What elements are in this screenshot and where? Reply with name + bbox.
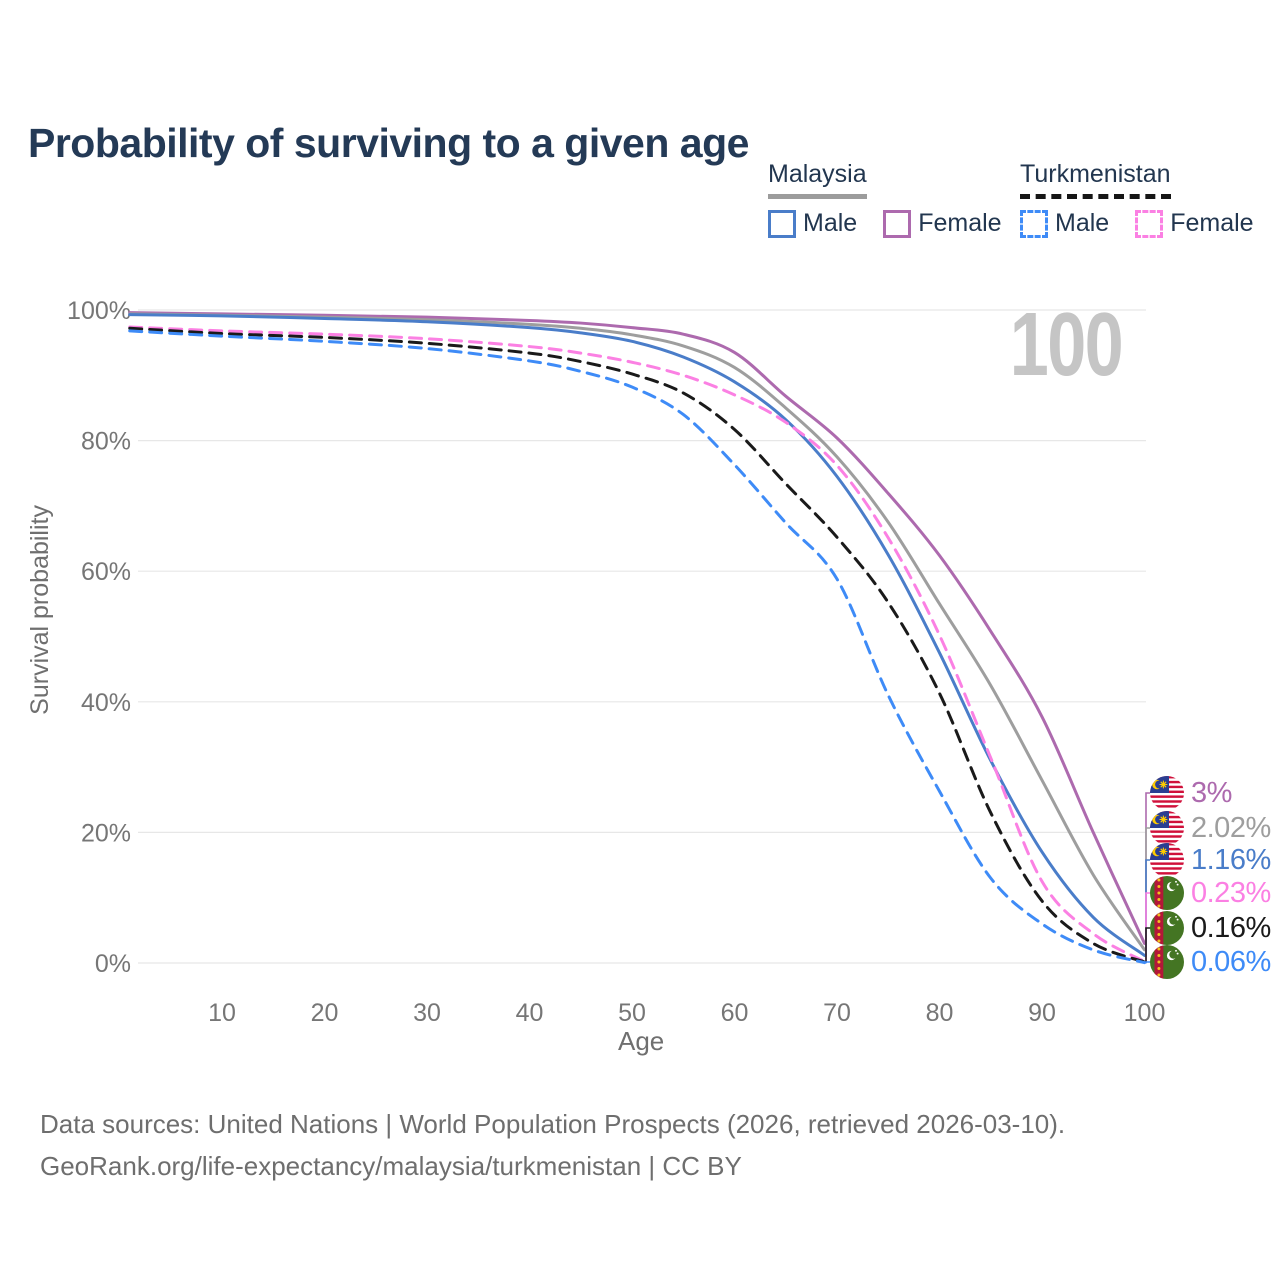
x-tick-label: 60 (721, 999, 749, 1027)
malaysia-female-checkbox[interactable] (883, 209, 912, 238)
end-connector-turkmenistan-male (1144, 961, 1151, 964)
legend-label: Female (918, 209, 1002, 237)
x-tick-label: 30 (413, 999, 441, 1027)
turkmenistan-flag-icon (1150, 945, 1184, 979)
curve-malaysia-female (128, 311, 1146, 945)
legend-item-malaysia-male[interactable]: Male (768, 209, 857, 238)
y-tick-label: 40% (81, 689, 131, 717)
curve-turkmenistan-male (128, 329, 1146, 965)
end-label-turkmenistan-male: 0.06% (1150, 945, 1271, 979)
y-tick-label: 80% (81, 428, 131, 456)
x-tick-label: 50 (618, 999, 646, 1027)
end-value-label: 1.16% (1191, 843, 1271, 876)
legend-group-malaysia: Malaysia Male Female (768, 160, 1002, 238)
legend-item-malaysia-female[interactable]: Female (883, 209, 1002, 238)
y-tick-label: 0% (95, 950, 131, 978)
legend-label: Male (803, 209, 858, 237)
x-tick-label: 20 (311, 999, 339, 1027)
turkmenistan-flag-icon (1150, 876, 1184, 910)
end-label-malaysia-all: 2.02% (1150, 811, 1271, 845)
y-tick-label: 100% (67, 297, 131, 325)
end-label-malaysia-female: 3% (1150, 776, 1232, 810)
legend-country-malaysia[interactable]: Malaysia (768, 160, 867, 199)
legend-item-turkmenistan-female[interactable]: Female (1135, 209, 1254, 238)
malaysia-flag-icon (1150, 811, 1184, 845)
turkmenistan-male-checkbox[interactable] (1020, 209, 1048, 238)
x-tick-label: 10 (208, 999, 236, 1027)
curve-malaysia-all (128, 312, 1146, 952)
turkmenistan-female-checkbox[interactable] (1135, 209, 1164, 238)
end-value-label: 2.02% (1191, 811, 1271, 844)
y-tick-label: 60% (81, 558, 131, 586)
legend-group-turkmenistan: Turkmenistan Male Female (1020, 160, 1254, 238)
x-tick-label: 40 (516, 999, 544, 1027)
end-value-label: 0.06% (1191, 945, 1271, 978)
end-label-turkmenistan-all: 0.16% (1150, 911, 1271, 945)
footer-line-1: Data sources: United Nations | World Pop… (40, 1109, 1066, 1139)
x-tick-label: 70 (823, 999, 851, 1027)
x-tick-label: 90 (1028, 999, 1056, 1027)
x-axis-title: Age (618, 1026, 665, 1056)
legend-label: Female (1170, 209, 1254, 237)
malaysia-flag-icon (1150, 776, 1184, 810)
y-tick-label: 20% (81, 819, 131, 847)
end-value-label: 0.23% (1191, 876, 1271, 909)
end-label-malaysia-male: 1.16% (1150, 843, 1271, 877)
malaysia-male-checkbox[interactable] (768, 209, 796, 238)
age-counter-watermark: 100 (1009, 295, 1124, 395)
legend-label: Male (1055, 209, 1110, 237)
end-value-label: 0.16% (1191, 911, 1271, 944)
legend-country-turkmenistan[interactable]: Turkmenistan (1020, 160, 1171, 199)
malaysia-flag-icon (1150, 843, 1184, 877)
turkmenistan-flag-icon (1150, 911, 1184, 945)
data-source-footer: Data sources: United Nations | World Pop… (40, 1103, 1065, 1187)
page-title: Probability of surviving to a given age (28, 120, 749, 167)
x-tick-label: 80 (926, 999, 954, 1027)
curve-malaysia-male (128, 313, 1146, 957)
end-label-turkmenistan-female: 0.23% (1150, 876, 1271, 910)
legend-item-turkmenistan-male[interactable]: Male (1020, 209, 1109, 238)
end-value-label: 3% (1191, 776, 1232, 809)
x-tick-label: 100 (1124, 999, 1166, 1027)
curve-turkmenistan-all (128, 326, 1146, 964)
curve-turkmenistan-female (128, 325, 1146, 963)
footer-line-2: GeoRank.org/life-expectancy/malaysia/tur… (40, 1151, 742, 1181)
